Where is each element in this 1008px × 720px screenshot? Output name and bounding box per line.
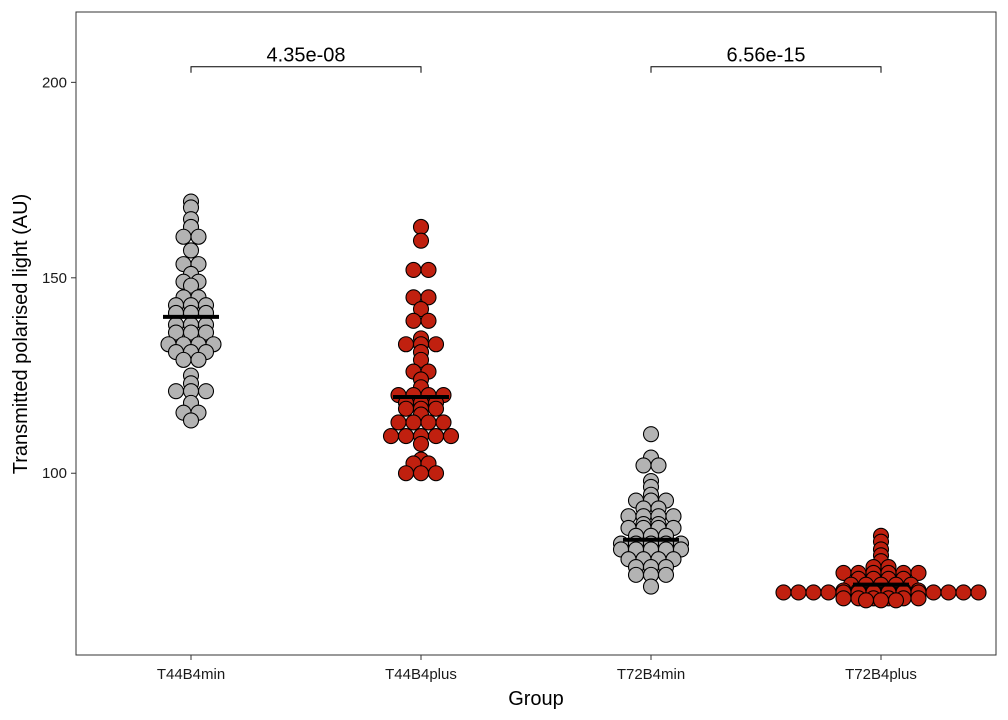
- x-tick-label: T44B4min: [157, 666, 225, 683]
- data-point: [427, 428, 445, 445]
- data-point: [390, 414, 407, 431]
- panel-border: [75, 11, 997, 656]
- data-point: [835, 590, 852, 607]
- y-axis: 100 150 200: [42, 74, 76, 482]
- data-point: [405, 312, 422, 329]
- data-point: [412, 435, 430, 452]
- data-point: [427, 400, 445, 417]
- x-tick-label: T72B4plus: [845, 666, 917, 683]
- data-point: [635, 457, 652, 474]
- data-point: [182, 412, 200, 429]
- data-point: [190, 351, 207, 368]
- data-point: [940, 584, 957, 601]
- data-point: [175, 351, 192, 368]
- data-point: [657, 566, 675, 583]
- data-point: [420, 261, 437, 279]
- x-tick-label: T72B4min: [617, 666, 685, 683]
- data-point: [790, 584, 807, 601]
- data-point: [397, 428, 415, 445]
- data-point: [182, 242, 200, 259]
- data-point: [955, 584, 972, 601]
- data-point: [405, 414, 422, 431]
- data-point: [435, 414, 452, 431]
- data-point: [182, 277, 200, 294]
- y-tick-label: 200: [42, 74, 67, 91]
- median-lines: [163, 314, 909, 587]
- data-point: [412, 465, 430, 482]
- data-point: [775, 584, 792, 601]
- data-point: [650, 457, 667, 474]
- comparison-bracket: [190, 66, 422, 73]
- data-point: [627, 566, 645, 583]
- comparison-bracket: [650, 66, 882, 73]
- significance-brackets: 4.35e-08 6.56e-15: [190, 45, 882, 73]
- data-point: [397, 465, 415, 482]
- data-point: [420, 414, 437, 431]
- data-point: [420, 289, 437, 306]
- data-point: [427, 465, 445, 482]
- data-point: [910, 564, 927, 581]
- data-point: [412, 232, 430, 249]
- x-tick-label: T44B4plus: [385, 666, 457, 683]
- p-value-label: 4.35e-08: [267, 45, 346, 67]
- data-point: [857, 592, 875, 609]
- data-point: [382, 428, 400, 445]
- p-value-label: 6.56e-15: [727, 45, 806, 67]
- x-axis-title: Group: [508, 688, 564, 710]
- data-point: [190, 228, 207, 245]
- data-point: [925, 584, 942, 601]
- data-point: [805, 584, 822, 601]
- data-point: [442, 428, 460, 445]
- data-point: [405, 261, 422, 279]
- data-point: [427, 336, 445, 353]
- data-point: [970, 584, 987, 601]
- data-point: [412, 301, 430, 318]
- x-axis: T44B4min T44B4plus T72B4min T72B4plus: [157, 655, 917, 683]
- data-point: [412, 218, 430, 236]
- data-point: [820, 584, 837, 601]
- data-point: [412, 351, 430, 368]
- y-tick-label: 100: [42, 465, 67, 482]
- data-point: [642, 426, 660, 443]
- data-point: [420, 312, 437, 329]
- data-point: [197, 324, 215, 341]
- data-point: [197, 383, 215, 400]
- data-point: [397, 400, 415, 417]
- data-point: [910, 590, 927, 607]
- data-point: [642, 578, 660, 595]
- data-point: [397, 336, 415, 353]
- y-axis-title: Transmitted polarised light (AU): [10, 194, 32, 474]
- data-point: [887, 592, 905, 609]
- data-point: [872, 592, 890, 609]
- data-point: [175, 228, 192, 245]
- y-tick-label: 150: [42, 270, 67, 287]
- data-points: [160, 193, 987, 609]
- data-point: [167, 383, 185, 400]
